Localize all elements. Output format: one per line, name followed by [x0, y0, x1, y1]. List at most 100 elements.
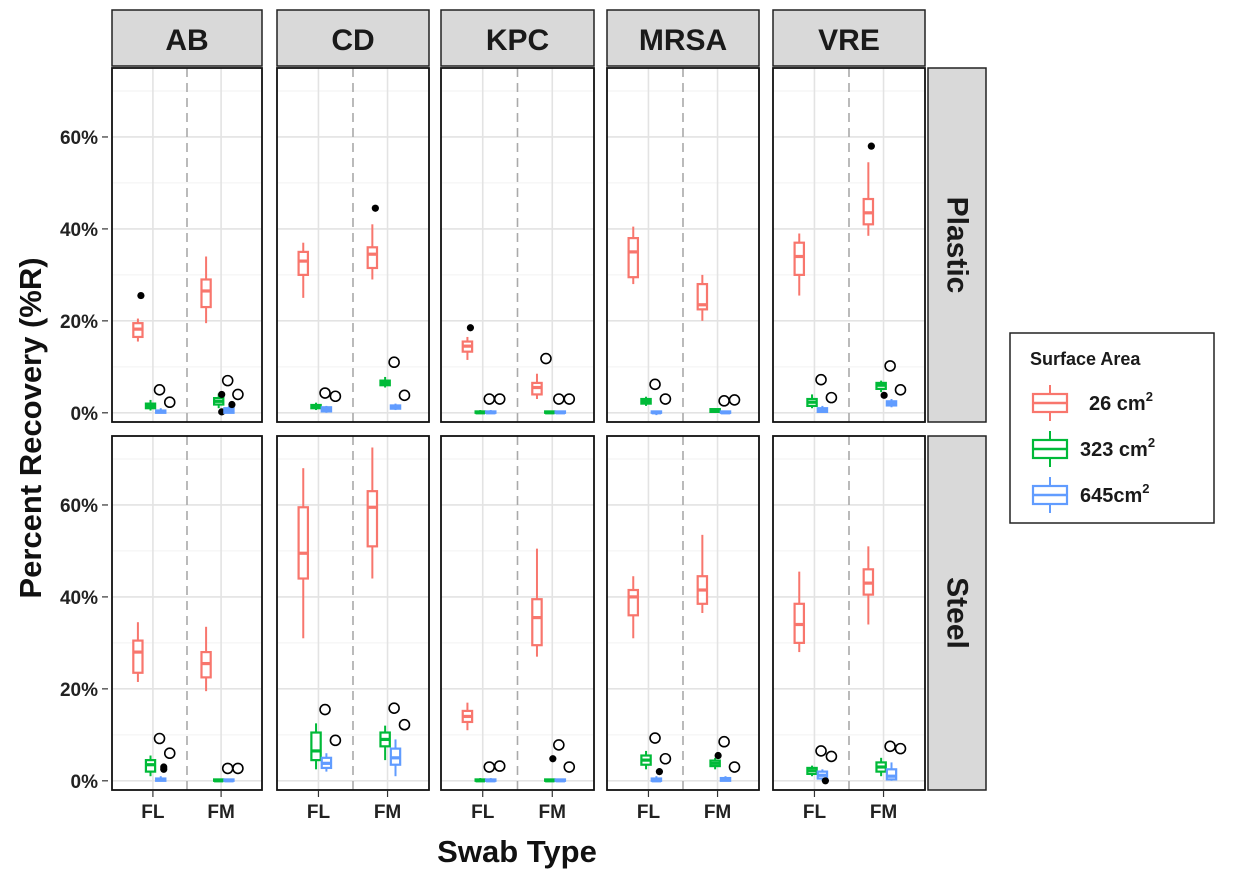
box-fl-26 [132, 622, 144, 682]
panel-border [606, 435, 760, 791]
box-fm-645 [719, 761, 741, 782]
box-body [310, 731, 322, 762]
legend-label: 26 cm2 [1089, 389, 1153, 415]
panel-ab-steel [111, 435, 263, 791]
outlier-point [655, 768, 664, 776]
box-fm-323 [875, 740, 896, 777]
box-fl-323 [640, 732, 661, 770]
outlier-point [880, 391, 888, 399]
facet-label-mrsa: MRSA [639, 24, 727, 57]
outlier-circle [153, 384, 166, 396]
x-tick-label: FM [539, 802, 566, 823]
box-fl-645 [320, 734, 342, 772]
box-body [627, 588, 640, 617]
outlier-circle [540, 352, 552, 365]
facet-label-kpc: KPC [486, 24, 549, 57]
facet-label-cd: CD [331, 24, 374, 57]
box-fl-26 [793, 571, 806, 653]
box-fl-323 [640, 378, 661, 406]
legend-label-text: 645cm [1080, 485, 1142, 507]
outlier-circle [163, 747, 176, 760]
panel-background [441, 68, 594, 422]
outlier-circle [649, 378, 661, 391]
box-fm-323 [379, 702, 400, 761]
outlier-circle [319, 387, 331, 399]
panel-cd-steel [276, 435, 430, 791]
facet-strip-kpc [440, 9, 595, 67]
panel-ab-plastic [111, 67, 263, 423]
panel-border [111, 67, 263, 423]
box-fm-323 [875, 360, 896, 399]
legend-label-superscript: 2 [1146, 389, 1153, 404]
box-body [297, 250, 310, 276]
x-tick-label: FL [637, 802, 661, 823]
legend-label-text: 323 cm [1080, 439, 1148, 461]
box-fl-645 [155, 396, 176, 414]
box-fl-645 [650, 393, 672, 416]
outlier-circle [825, 391, 838, 404]
box-fm-645 [554, 393, 576, 415]
y-tick-label: 20% [60, 312, 98, 333]
box-body [885, 768, 898, 781]
box-fl-26 [627, 576, 640, 639]
outlier-point [821, 777, 830, 785]
box-fm-323 [709, 735, 730, 770]
box-body [366, 246, 379, 270]
box-body [696, 282, 709, 311]
legend-title: Surface Area [1030, 349, 1141, 369]
x-tick-label: FL [803, 802, 827, 823]
box-fm-26 [862, 142, 875, 236]
box-fl-323 [310, 703, 331, 770]
box-fm-645 [885, 384, 907, 408]
panel-border [276, 67, 430, 423]
legend-label-superscript: 2 [1148, 435, 1155, 450]
outlier-point [549, 755, 557, 763]
panel-mrsa-plastic [606, 67, 760, 423]
box-fl-26 [461, 702, 474, 731]
legend-label: 323 cm2 [1080, 435, 1155, 461]
panel-border [276, 435, 430, 791]
legend-item: 645cm2 [1031, 477, 1150, 513]
outlier-circle [493, 393, 506, 405]
outlier-circle [894, 384, 907, 396]
outlier-circle [718, 735, 730, 748]
box-fl-26 [627, 226, 640, 285]
panel-kpc-plastic [440, 67, 595, 423]
outlier-circle [163, 396, 176, 409]
box-fl-26 [793, 233, 806, 296]
box-fl-645 [484, 760, 506, 783]
box-body [297, 506, 310, 580]
box-fm-645 [719, 394, 741, 415]
panel-border [111, 435, 263, 791]
box-fm-645 [389, 718, 411, 777]
legend-item: 323 cm2 [1031, 431, 1155, 467]
box-fm-26 [531, 352, 552, 400]
outlier-circle [398, 389, 411, 402]
outlier-point [371, 204, 379, 212]
box-fm-645 [389, 389, 411, 411]
outlier-circle [825, 750, 838, 763]
y-axis-label: Percent Recovery (%R) [13, 257, 48, 598]
box-fm-26 [531, 548, 543, 657]
box-fl-323 [144, 384, 166, 411]
box-fl-26 [297, 242, 310, 298]
legend-item: 26 cm2 [1031, 385, 1153, 421]
box-body [627, 237, 640, 279]
x-tick-label: FL [307, 802, 331, 823]
outlier-point [714, 751, 722, 760]
panel-border [440, 67, 595, 423]
box-fm-645 [885, 742, 907, 781]
legend-label-text: 26 cm [1089, 393, 1146, 415]
y-tick-label: 60% [60, 128, 98, 149]
outlier-point [867, 142, 875, 150]
outlier-circle [728, 761, 741, 773]
outlier-circle [563, 761, 576, 773]
facet-strip-plastic [927, 67, 987, 423]
outlier-circle [553, 739, 565, 751]
outlier-point [228, 400, 236, 409]
box-body [531, 598, 543, 647]
box-fm-26 [862, 546, 875, 625]
box-body [793, 241, 806, 276]
box-fl-645 [816, 391, 838, 413]
y-tick-label: 0% [71, 404, 99, 425]
